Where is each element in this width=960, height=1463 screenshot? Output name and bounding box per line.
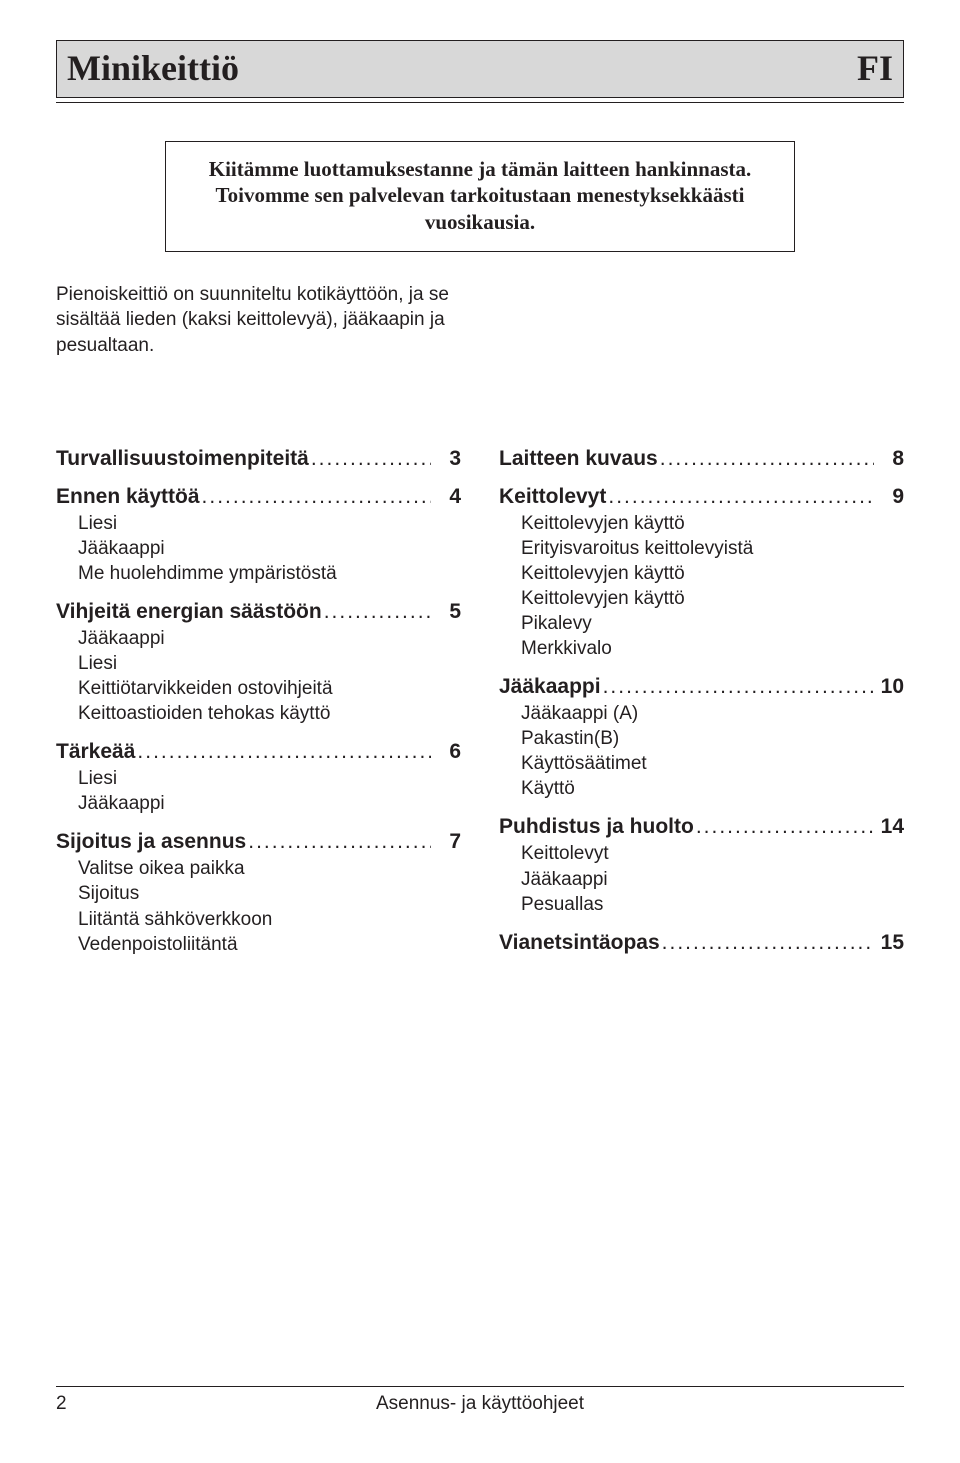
toc-subitems: Keittolevyt Jääkaappi Pesuallas bbox=[499, 841, 904, 916]
toc-subitems: Keittolevyjen käyttö Erityisvaroitus kei… bbox=[499, 511, 904, 661]
toc-label: Ennen käyttöä bbox=[56, 485, 200, 509]
toc-column-right: Laitteen kuvaus 8 Keittolevyt 9 Keittole… bbox=[499, 447, 904, 971]
toc-subitem: Jääkaappi bbox=[78, 791, 461, 816]
toc-leader bbox=[660, 447, 874, 471]
toc-section: Vihjeitä energian säästöön 5 Jääkaappi L… bbox=[56, 600, 461, 726]
toc-section: Keittolevyt 9 Keittolevyjen käyttö Erity… bbox=[499, 485, 904, 661]
toc-page-number: 10 bbox=[876, 675, 904, 699]
toc-section: Tärkeää 6 Liesi Jääkaappi bbox=[56, 740, 461, 816]
toc-section: Turvallisuustoimenpiteitä 3 bbox=[56, 447, 461, 471]
toc-subitems: Valitse oikea paikka Sijoitus Liitäntä s… bbox=[56, 856, 461, 956]
header-rule bbox=[56, 102, 904, 103]
toc-leader bbox=[603, 675, 874, 699]
toc-subitem: Käyttösäätimet bbox=[521, 751, 904, 776]
language-code: FI bbox=[857, 47, 893, 89]
toc-page-number: 8 bbox=[876, 447, 904, 471]
toc-subitem: Vedenpoistoliitäntä bbox=[78, 932, 461, 957]
toc-subitem: Jääkaappi bbox=[78, 536, 461, 561]
toc-heading-row: Jääkaappi 10 bbox=[499, 675, 904, 699]
toc-page-number: 15 bbox=[876, 931, 904, 955]
toc-label: Sijoitus ja asennus bbox=[56, 830, 246, 854]
toc-subitem: Keittolevyjen käyttö bbox=[521, 561, 904, 586]
toc-subitem: Keittolevyjen käyttö bbox=[521, 586, 904, 611]
toc-label: Jääkaappi bbox=[499, 675, 601, 699]
header-bar: Minikeittiö FI bbox=[56, 40, 904, 98]
toc-subitem: Keittoastioiden tehokas käyttö bbox=[78, 701, 461, 726]
page-footer: Asennus- ja käyttöohjeet 2 bbox=[56, 1386, 904, 1415]
toc-subitem: Jääkaappi bbox=[78, 626, 461, 651]
toc-heading-row: Sijoitus ja asennus 7 bbox=[56, 830, 461, 854]
toc-label: Turvallisuustoimenpiteitä bbox=[56, 447, 309, 471]
toc-leader bbox=[608, 485, 874, 509]
toc-subitem: Jääkaappi bbox=[521, 867, 904, 892]
toc-subitem: Pakastin(B) bbox=[521, 726, 904, 751]
toc-page-number: 6 bbox=[433, 740, 461, 764]
page: Minikeittiö FI Kiitämme luottamuksestann… bbox=[0, 0, 960, 971]
toc-subitem: Keittolevyt bbox=[521, 841, 904, 866]
toc-subitems: Jääkaappi Liesi Keittiötarvikkeiden osto… bbox=[56, 626, 461, 726]
toc-subitem: Käyttö bbox=[521, 776, 904, 801]
toc-label: Vihjeitä energian säästöön bbox=[56, 600, 322, 624]
toc-subitem: Keittiötarvikkeiden ostovihjeitä bbox=[78, 676, 461, 701]
toc-subitem: Pesuallas bbox=[521, 892, 904, 917]
toc-subitem: Liesi bbox=[78, 511, 461, 536]
toc-subitem: Me huolehdimme ympäristöstä bbox=[78, 561, 461, 586]
toc-heading-row: Tärkeää 6 bbox=[56, 740, 461, 764]
toc-label: Keittolevyt bbox=[499, 485, 606, 509]
toc-heading-row: Ennen käyttöä 4 bbox=[56, 485, 461, 509]
toc-leader bbox=[696, 815, 874, 839]
toc-section: Vianetsintäopas 15 bbox=[499, 931, 904, 955]
toc-subitem: Erityisvaroitus keittolevyistä bbox=[521, 536, 904, 561]
toc-section: Puhdistus ja huolto 14 Keittolevyt Jääka… bbox=[499, 815, 904, 916]
toc-leader bbox=[324, 600, 431, 624]
toc-section: Ennen käyttöä 4 Liesi Jääkaappi Me huole… bbox=[56, 485, 461, 586]
toc-subitems: Liesi Jääkaappi bbox=[56, 766, 461, 816]
toc-subitem: Sijoitus bbox=[78, 881, 461, 906]
toc-label: Puhdistus ja huolto bbox=[499, 815, 694, 839]
table-of-contents: Turvallisuustoimenpiteitä 3 Ennen käyttö… bbox=[56, 447, 904, 971]
toc-heading-row: Puhdistus ja huolto 14 bbox=[499, 815, 904, 839]
toc-heading-row: Vianetsintäopas 15 bbox=[499, 931, 904, 955]
toc-subitem: Liitäntä sähköverkkoon bbox=[78, 907, 461, 932]
toc-leader bbox=[202, 485, 431, 509]
toc-subitem: Liesi bbox=[78, 651, 461, 676]
toc-heading-row: Keittolevyt 9 bbox=[499, 485, 904, 509]
thank-you-line2: Toivomme sen palvelevan tarkoitustaan me… bbox=[184, 182, 776, 235]
toc-page-number: 9 bbox=[876, 485, 904, 509]
toc-page-number: 7 bbox=[433, 830, 461, 854]
toc-subitem: Pikalevy bbox=[521, 611, 904, 636]
toc-subitem: Jääkaappi (A) bbox=[521, 701, 904, 726]
toc-label: Laitteen kuvaus bbox=[499, 447, 658, 471]
toc-subitem: Valitse oikea paikka bbox=[78, 856, 461, 881]
thank-you-box: Kiitämme luottamuksestanne ja tämän lait… bbox=[165, 141, 795, 252]
toc-page-number: 14 bbox=[876, 815, 904, 839]
toc-subitem: Merkkivalo bbox=[521, 636, 904, 661]
toc-page-number: 3 bbox=[433, 447, 461, 471]
toc-subitems: Liesi Jääkaappi Me huolehdimme ympäristö… bbox=[56, 511, 461, 586]
toc-subitem: Liesi bbox=[78, 766, 461, 791]
toc-leader bbox=[137, 740, 431, 764]
toc-leader bbox=[662, 931, 874, 955]
document-title: Minikeittiö bbox=[67, 47, 239, 89]
toc-leader bbox=[311, 447, 431, 471]
toc-section: Sijoitus ja asennus 7 Valitse oikea paik… bbox=[56, 830, 461, 956]
thank-you-line1: Kiitämme luottamuksestanne ja tämän lait… bbox=[184, 156, 776, 182]
intro-paragraph: Pienoiskeittiö on suunniteltu kotikäyttö… bbox=[56, 282, 496, 359]
toc-subitems: Jääkaappi (A) Pakastin(B) Käyttösäätimet… bbox=[499, 701, 904, 801]
toc-section: Laitteen kuvaus 8 bbox=[499, 447, 904, 471]
toc-heading-row: Vihjeitä energian säästöön 5 bbox=[56, 600, 461, 624]
toc-label: Tärkeää bbox=[56, 740, 135, 764]
toc-label: Vianetsintäopas bbox=[499, 931, 660, 955]
toc-subitem: Keittolevyjen käyttö bbox=[521, 511, 904, 536]
toc-heading-row: Laitteen kuvaus 8 bbox=[499, 447, 904, 471]
toc-page-number: 5 bbox=[433, 600, 461, 624]
toc-heading-row: Turvallisuustoimenpiteitä 3 bbox=[56, 447, 461, 471]
toc-leader bbox=[248, 830, 431, 854]
toc-page-number: 4 bbox=[433, 485, 461, 509]
toc-section: Jääkaappi 10 Jääkaappi (A) Pakastin(B) K… bbox=[499, 675, 904, 801]
toc-column-left: Turvallisuustoimenpiteitä 3 Ennen käyttö… bbox=[56, 447, 461, 971]
footer-doc-title: Asennus- ja käyttöohjeet bbox=[56, 1387, 904, 1415]
